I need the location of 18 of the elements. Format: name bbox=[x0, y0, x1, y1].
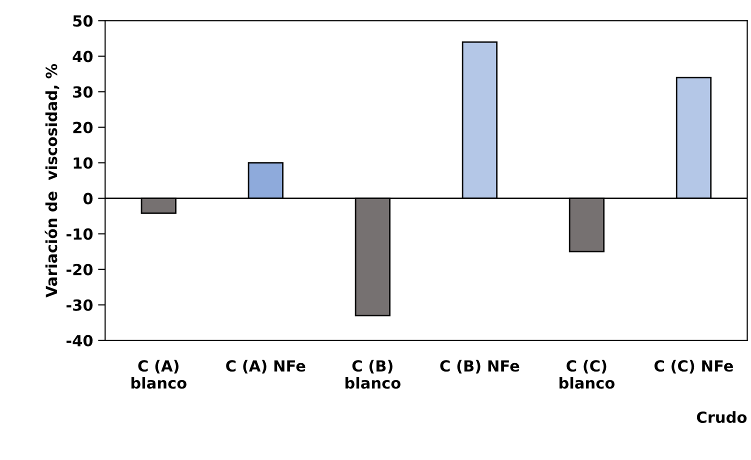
x-tick-label: C (C) blanco bbox=[560, 360, 615, 389]
x-tick-label: C (C) NFe bbox=[654, 360, 733, 374]
y-axis-title: Variación de viscosidad, % bbox=[44, 64, 60, 298]
y-tick-label: 50 bbox=[73, 15, 93, 27]
y-tick-label: -40 bbox=[66, 334, 93, 346]
y-tick-label: -30 bbox=[66, 299, 93, 311]
y-tick-label: 10 bbox=[74, 157, 93, 169]
y-tick-label: 40 bbox=[72, 50, 93, 62]
y-tick-label: -10 bbox=[66, 228, 93, 240]
x-tick-label: C (B) NFe bbox=[440, 360, 520, 374]
x-tick-label: C (A) NFe bbox=[226, 360, 306, 374]
x-tick-label: C (A) blanco bbox=[131, 360, 186, 389]
y-tick-label: 0 bbox=[83, 192, 93, 204]
y-tick-label: -20 bbox=[66, 264, 93, 276]
x-axis-title: Crudo bbox=[696, 411, 747, 424]
x-tick-label: C (B) blanco bbox=[346, 360, 400, 389]
y-tick-label: 20 bbox=[73, 122, 93, 134]
y-tick-label: 30 bbox=[73, 86, 93, 98]
